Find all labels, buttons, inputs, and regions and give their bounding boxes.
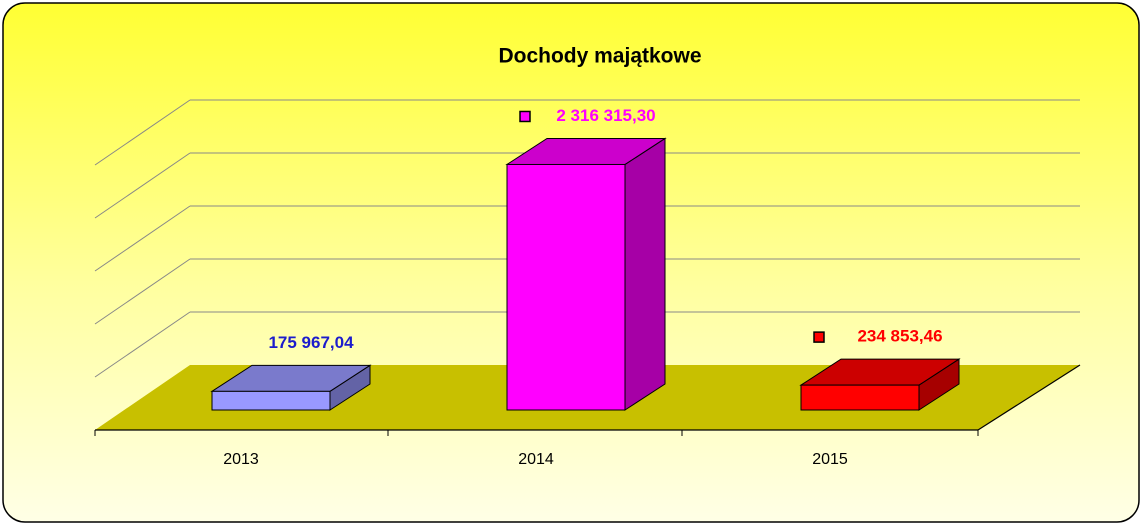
grid-line	[94, 205, 191, 272]
data-label: 2 316 315,30	[556, 106, 655, 125]
bar	[506, 163, 626, 411]
x-tick-label: 2013	[223, 451, 259, 468]
data-label: 175 967,04	[268, 333, 354, 352]
x-tick-label: 2015	[812, 451, 848, 468]
floor-edge	[977, 364, 1081, 431]
grid-line	[94, 258, 191, 325]
grid-line	[94, 152, 191, 219]
bar	[211, 390, 331, 411]
chart-title: Dochody majątkowe	[498, 45, 701, 68]
grid-line	[94, 311, 191, 378]
x-tick-label: 2014	[518, 451, 554, 468]
bar	[800, 384, 920, 411]
bar-side	[624, 137, 666, 411]
legend-key	[813, 331, 825, 343]
data-label: 234 853,46	[857, 327, 942, 346]
grid-line	[94, 99, 191, 166]
legend-key	[519, 110, 531, 123]
